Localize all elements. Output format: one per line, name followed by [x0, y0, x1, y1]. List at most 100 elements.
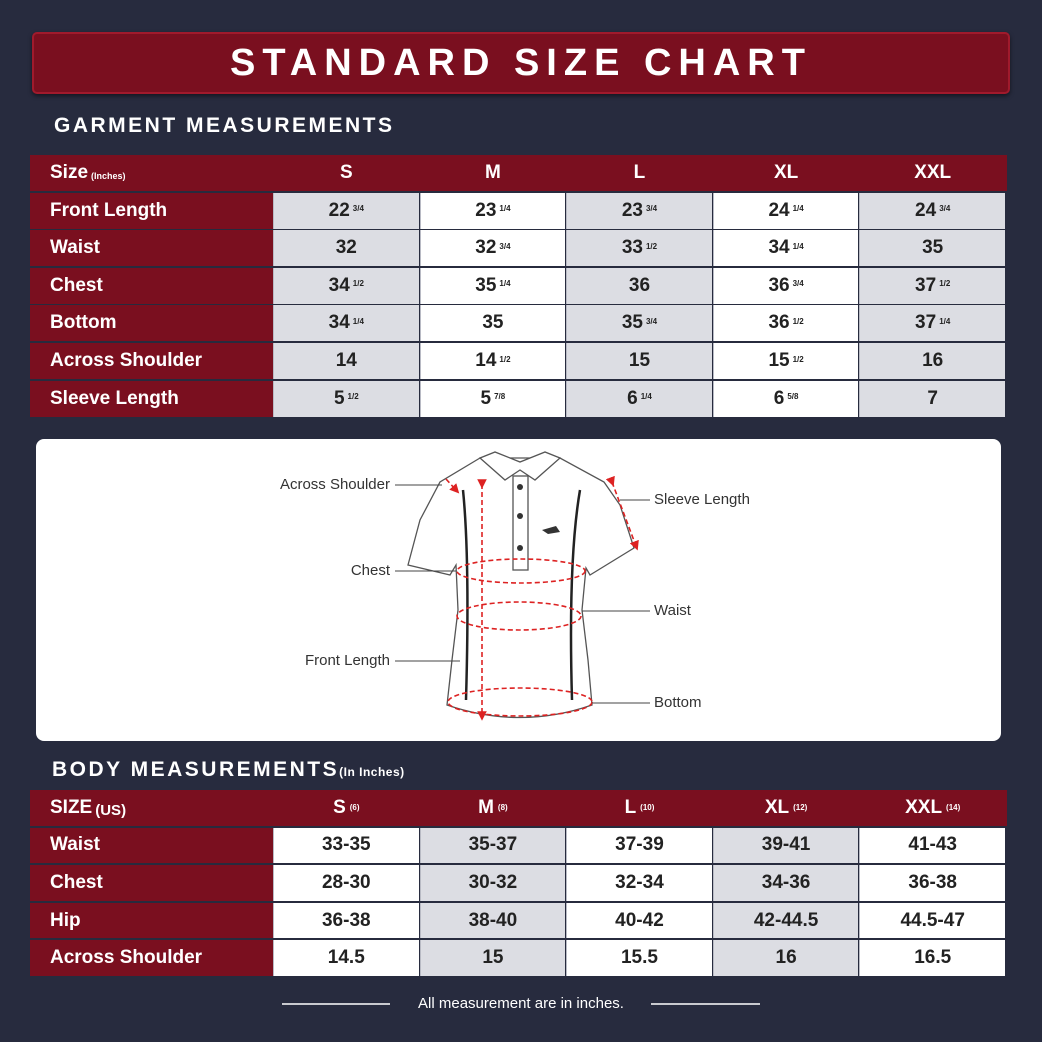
value-cell: 7 — [859, 380, 1005, 417]
size-label: SIZE — [50, 796, 93, 818]
value-cell: 24 3/4 — [859, 192, 1005, 229]
value-cell: 5 7/8 — [419, 380, 566, 417]
value-fraction: 3/4 — [645, 316, 658, 326]
row-label: Bottom — [30, 305, 273, 342]
row-label: Sleeve Length — [30, 380, 273, 417]
value-cell: 39-41 — [712, 827, 859, 864]
value-fraction: 1/2 — [792, 316, 804, 326]
value-cell: 23 1/4 — [419, 192, 566, 229]
value-fraction: 1/4 — [792, 241, 804, 251]
value-whole: 6 — [627, 387, 638, 409]
size-name: XXL — [914, 162, 952, 183]
heading-unit: (In Inches) — [339, 765, 405, 779]
value-fraction: 1/4 — [499, 204, 511, 214]
value-fraction: 1/2 — [499, 354, 511, 364]
row-label: Across Shoulder — [30, 343, 273, 379]
diagram-label: Across Shoulder — [279, 476, 390, 493]
value-cell: 15 — [419, 940, 566, 976]
diagram-label: Waist — [654, 602, 691, 619]
value-whole: 36 — [768, 274, 790, 296]
title: STANDARD SIZE CHART — [32, 32, 1010, 94]
diagram-label: Chest — [350, 562, 390, 579]
header-cell: XXL (14) — [859, 790, 1006, 826]
size-number: (12) — [793, 803, 808, 813]
value-cell: 35 1/4 — [419, 267, 566, 304]
value-whole: 5 — [333, 387, 345, 409]
value-cell: 34 1/2 — [273, 267, 419, 304]
size-name: L — [633, 162, 646, 183]
value-whole: 35 — [475, 274, 497, 296]
value-whole: 35 — [922, 237, 944, 259]
value-cell: 34 1/4 — [712, 230, 859, 267]
value-cell: 14.5 — [273, 940, 419, 976]
header-cell: XXL — [859, 155, 1006, 191]
value-cell: 6 5/8 — [712, 380, 859, 417]
header-cell: L — [566, 155, 713, 191]
value-fraction: 1/4 — [640, 392, 652, 402]
row-label: Chest — [30, 865, 273, 901]
header-cell: XL (12) — [712, 790, 860, 826]
size-name: S — [333, 796, 346, 818]
value-whole: 34 — [328, 274, 350, 296]
size-name: M — [484, 162, 501, 183]
value-cell: 37-39 — [566, 827, 712, 864]
header-cell: XL — [712, 155, 860, 191]
value-whole: 15 — [768, 350, 790, 371]
value-whole: 33 — [621, 237, 643, 259]
value-whole: 22 — [328, 199, 350, 221]
value-whole: 34 — [768, 237, 790, 259]
value-cell: 34 1/4 — [273, 305, 419, 342]
header-cell: S (6) — [273, 790, 420, 826]
value-cell: 32 3/4 — [419, 230, 566, 267]
header-cell: M (8) — [419, 790, 567, 826]
value-cell: 16.5 — [859, 940, 1005, 976]
value-cell: 36-38 — [273, 902, 419, 939]
value-cell: 40-42 — [566, 902, 712, 939]
value-cell: 6 1/4 — [566, 380, 712, 417]
value-cell: 15.5 — [566, 940, 712, 976]
value-whole: 36 — [628, 274, 651, 296]
value-cell: 34-36 — [712, 865, 859, 901]
size-number: (6) — [349, 803, 360, 813]
size-number: (14) — [946, 803, 961, 813]
header-cell: Size (Inches) — [30, 155, 273, 191]
section-heading: BODY MEASUREMENTS(In Inches) — [52, 758, 405, 782]
size-number: (8) — [497, 803, 508, 813]
value-fraction: 1/2 — [352, 279, 364, 289]
value-whole: 34 — [328, 312, 350, 334]
value-fraction: 1/2 — [939, 279, 951, 289]
value-cell: 15 1/2 — [712, 343, 859, 379]
value-whole: 35 — [482, 312, 504, 334]
value-cell: 37 1/2 — [859, 267, 1005, 304]
row-label: Chest — [30, 267, 273, 304]
value-whole: 37 — [915, 274, 937, 296]
value-whole: 7 — [927, 387, 938, 409]
value-whole: 35 — [621, 312, 643, 334]
value-whole: 6 — [773, 387, 785, 409]
diagram-label: Bottom — [654, 694, 702, 711]
value-whole: 23 — [621, 199, 643, 221]
size-number: (10) — [640, 803, 655, 813]
value-whole: 32 — [475, 237, 497, 259]
row-label: Front Length — [30, 192, 273, 229]
value-fraction: 3/4 — [792, 279, 804, 289]
value-whole: 23 — [475, 199, 497, 221]
value-fraction: 3/4 — [352, 204, 364, 214]
size-name: M — [478, 796, 494, 818]
value-fraction: 7/8 — [494, 392, 506, 402]
value-cell: 35 3/4 — [566, 305, 712, 342]
value-cell: 22 3/4 — [273, 192, 419, 229]
header-cell: M — [419, 155, 567, 191]
value-whole: 24 — [915, 199, 937, 221]
value-fraction: 3/4 — [499, 241, 511, 251]
value-whole: 36 — [768, 312, 790, 334]
value-whole: 14 — [475, 350, 497, 371]
row-label: Hip — [30, 902, 273, 939]
size-name: L — [624, 796, 637, 818]
value-whole: 5 — [480, 387, 492, 409]
value-cell: 36-38 — [859, 865, 1005, 901]
value-cell: 14 1/2 — [419, 343, 566, 379]
value-whole: 14 — [335, 350, 357, 371]
value-whole: 32 — [335, 237, 357, 259]
